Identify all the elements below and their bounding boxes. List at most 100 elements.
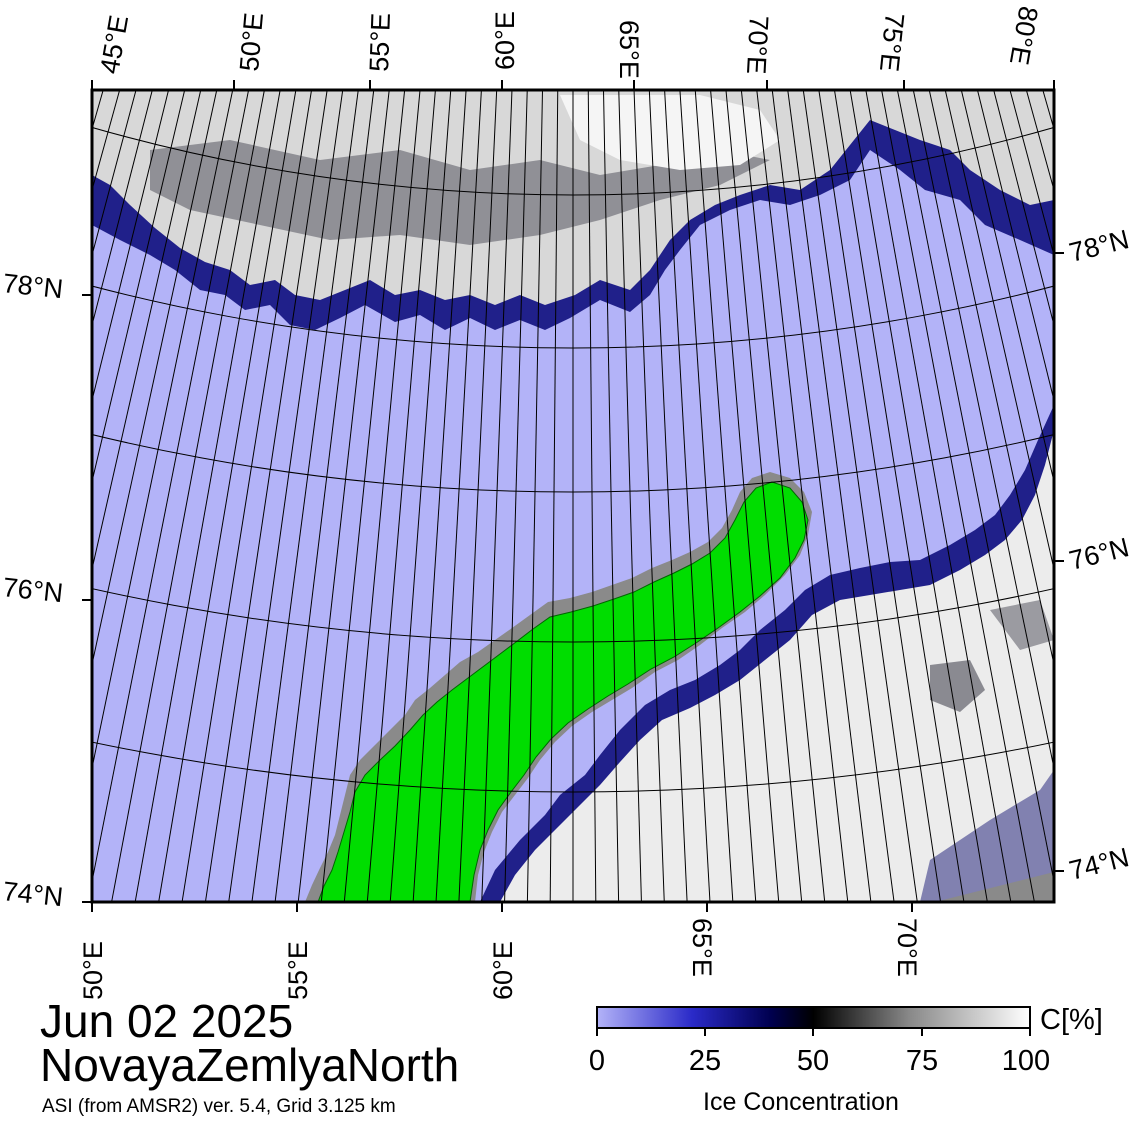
meridian-line xyxy=(158,90,297,902)
region-name: NovayaZemlyaNorth xyxy=(40,1039,460,1091)
top-lon-label: 55°E xyxy=(364,12,396,72)
meridian-line xyxy=(865,90,1012,902)
meridian-line xyxy=(0,0,19,889)
meridian-line xyxy=(1025,90,1054,192)
meridian-line xyxy=(833,90,965,902)
meridian-line xyxy=(92,90,202,572)
bottom-lon-label: 50°E xyxy=(78,941,108,1000)
meridian-line xyxy=(0,0,75,921)
bottom-lon-label: 60°E xyxy=(488,941,518,1000)
left-lat-label: 78°N xyxy=(1,268,64,304)
frame-ticks xyxy=(82,80,1064,912)
outside-grid-grey xyxy=(935,872,1054,902)
map-date: Jun 02 2025 xyxy=(40,995,294,1047)
meridian-line xyxy=(912,90,1054,771)
top-lon-label: 70°E xyxy=(741,15,774,75)
northern-ice-dark-band xyxy=(150,140,770,245)
meridian-line xyxy=(92,90,234,771)
meridian-line xyxy=(92,90,121,192)
meridian-line xyxy=(111,90,265,902)
meridian-line xyxy=(710,90,780,902)
bottom-lon-labels: 50°E 55°E 60°E 65°E 70°E xyxy=(78,918,922,1000)
bottom-lon-label: 55°E xyxy=(283,941,313,1000)
meridian-line xyxy=(204,90,328,902)
meridian-line xyxy=(92,90,186,484)
top-lon-label: 50°E xyxy=(234,11,269,72)
meridian-line xyxy=(618,90,642,902)
meridian-line xyxy=(1085,0,1147,913)
meridian-line xyxy=(481,90,513,902)
meridian-line xyxy=(504,90,528,902)
meridian-line xyxy=(526,90,543,902)
meridian-line xyxy=(976,90,1054,403)
colorbar-ticks xyxy=(596,1028,1031,1036)
meridian-line xyxy=(896,90,1054,885)
meridian-line xyxy=(679,90,734,902)
meridian-line xyxy=(366,90,436,902)
meridian-lines xyxy=(0,0,1147,936)
meridian-line xyxy=(134,90,281,902)
meridian-line xyxy=(849,90,988,902)
meridian-line xyxy=(435,90,482,902)
meridian-line xyxy=(928,90,1054,667)
meridian-line xyxy=(92,90,153,328)
meridian-line xyxy=(787,90,895,902)
right-lat-label: 74°N xyxy=(1066,842,1132,886)
meridian-line xyxy=(1099,0,1147,906)
bottom-lon-label: 65°E xyxy=(687,918,717,977)
meridian-line xyxy=(297,90,390,902)
meridian-line xyxy=(0,0,90,929)
meridian-line xyxy=(725,90,803,902)
meridian-line xyxy=(92,90,170,403)
right-lat-label: 76°N xyxy=(1066,532,1132,576)
right-lat-label: 78°N xyxy=(1066,224,1132,268)
colorbar-tick-label: 75 xyxy=(905,1045,939,1077)
meridian-line xyxy=(587,90,597,902)
meridian-line xyxy=(0,0,104,936)
product-info: ASI (from AMSR2) ver. 5.4, Grid 3.125 km xyxy=(42,1096,396,1117)
colorbar-tick-label: 0 xyxy=(588,1045,606,1077)
meridian-line xyxy=(251,90,359,902)
graticule xyxy=(0,0,1147,936)
top-lon-label: 60°E xyxy=(490,11,520,70)
meridian-line xyxy=(664,90,711,902)
novaya-zemlya-land xyxy=(317,481,809,902)
colorbar-tick-label: 25 xyxy=(688,1045,722,1077)
top-lon-labels: 45°E 50°E 55°E 60°E 65°E 70°E 75°E 80°E xyxy=(94,4,1043,79)
kara-ice-dark-patch-2 xyxy=(990,600,1054,650)
meridian-line xyxy=(881,90,1035,902)
meridian-line xyxy=(944,90,1054,572)
map-frame xyxy=(90,88,1056,904)
colorbar xyxy=(596,1006,1031,1029)
meridian-line xyxy=(771,90,872,902)
meridian-line xyxy=(1009,90,1054,258)
map-field xyxy=(0,0,1147,936)
meridian-line xyxy=(603,90,620,902)
meridian-line xyxy=(0,0,33,898)
left-lat-label: 76°N xyxy=(1,572,64,608)
meridian-line xyxy=(648,90,688,902)
right-lat-labels: 78°N 76°N 74°N xyxy=(1066,224,1132,886)
top-lon-label: 45°E xyxy=(94,13,134,76)
meridian-line xyxy=(92,90,250,885)
colorbar-tick-label: 100 xyxy=(1001,1045,1051,1077)
left-lat-labels: 78°N 76°N 74°N xyxy=(1,268,64,912)
meridian-line xyxy=(740,90,826,902)
meridian-line xyxy=(343,90,421,902)
meridian-line xyxy=(993,90,1054,328)
colorbar-tick-label: 50 xyxy=(796,1045,830,1077)
meridian-line xyxy=(549,90,559,902)
meridian-line xyxy=(633,90,665,902)
meridian-line xyxy=(960,90,1054,484)
meridian-line xyxy=(389,90,452,902)
meridian-line xyxy=(1113,0,1147,898)
meridian-line xyxy=(92,90,218,667)
kara-ice-dark-patch xyxy=(930,660,985,712)
meridian-line xyxy=(1141,0,1147,881)
meridian-line xyxy=(320,90,406,902)
meridian-line xyxy=(1056,0,1147,929)
bottom-lon-label: 70°E xyxy=(892,918,922,977)
meridian-line xyxy=(0,0,61,913)
kara-ice-dark-patch-3 xyxy=(920,770,1054,902)
